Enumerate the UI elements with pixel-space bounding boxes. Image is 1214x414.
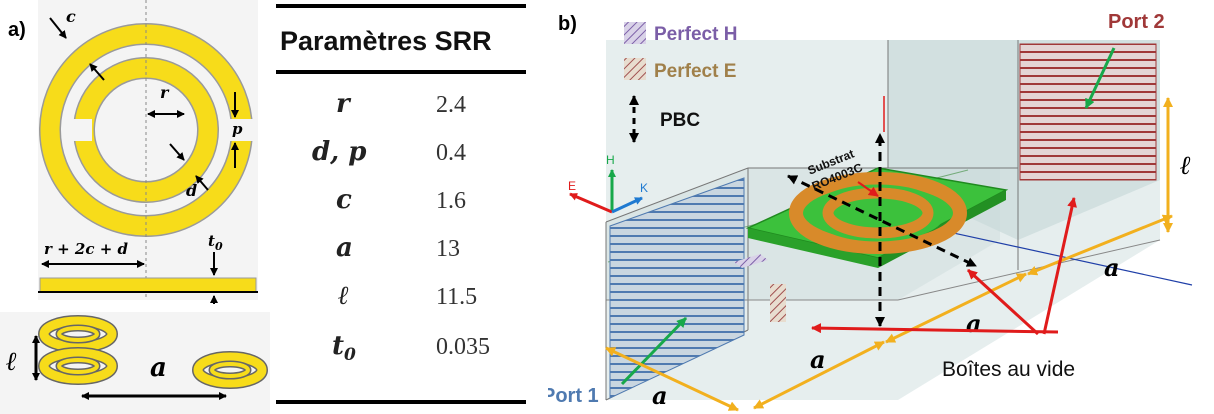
label-r: r xyxy=(160,83,170,102)
panel-b-letter: b) xyxy=(558,13,577,35)
dim-a-label-4: a xyxy=(1104,253,1120,282)
table-row: ℓ 11.5 xyxy=(338,281,477,311)
perfect-e-legend-swatch xyxy=(624,58,646,80)
table-row: d, p 0.4 xyxy=(312,137,466,167)
table-row: t0 0.035 xyxy=(332,331,490,365)
panel-a-letter: a) xyxy=(8,19,26,41)
row-symbol: d, p xyxy=(312,137,366,167)
table-row: a 13 xyxy=(336,233,460,263)
label-a: a xyxy=(150,353,167,383)
c-arrow xyxy=(49,17,67,39)
dim-a-arrow-4 xyxy=(1027,214,1173,276)
k-axis-label: K xyxy=(640,181,648,195)
stacked-rings-sketch xyxy=(38,315,268,389)
srr-geometry-panel: a) c r p d r + 2c + d t0 xyxy=(0,0,270,414)
simulation-setup-panel: b) Perfect H Perfect E PBC xyxy=(548,11,1193,412)
row-value: 2.4 xyxy=(436,92,466,118)
vacuum-pointer-3 xyxy=(1042,197,1077,335)
row-symbol: t0 xyxy=(332,331,356,365)
label-width-expr: r + 2c + d xyxy=(44,240,128,258)
row-value: 0.035 xyxy=(436,334,490,360)
h-axis-label: H xyxy=(606,153,615,167)
row-symbol: r xyxy=(336,89,352,119)
k-axis-arrow xyxy=(611,196,643,214)
label-ell: ℓ xyxy=(6,347,17,377)
row-value: 1.6 xyxy=(436,188,466,214)
label-d: d xyxy=(186,181,197,200)
substrate-pointer xyxy=(857,181,879,197)
perfect-h-legend-swatch xyxy=(624,22,646,44)
perfect-h-patch xyxy=(734,254,768,268)
dim-a-arrow-2 xyxy=(753,340,885,410)
port-2-pointer xyxy=(1084,47,1116,109)
d-arrow-outer xyxy=(195,175,209,191)
port-2-face xyxy=(1019,43,1157,181)
e-axis-label: E xyxy=(568,179,576,193)
port-1-label: Port 1 xyxy=(548,385,599,407)
cross-section-strip xyxy=(39,277,257,293)
outer-ring xyxy=(39,23,258,237)
vacuum-boxes-label: Boîtes au vide xyxy=(942,358,1075,381)
row-symbol: c xyxy=(336,185,352,215)
row-value: 11.5 xyxy=(436,284,477,310)
perfect-e-patch xyxy=(770,284,786,322)
srr-parameters-table: Paramètres SRR r 2.4 d, p 0.4 c 1.6 a 13… xyxy=(276,4,526,404)
vacuum-pointer-1 xyxy=(811,323,1059,334)
dim-a-arrow-1 xyxy=(605,346,739,412)
table-row: r 2.4 xyxy=(336,89,466,119)
table-header: Paramètres SRR xyxy=(280,26,492,56)
perfect-e-label: Perfect E xyxy=(654,61,736,82)
port-2-label: Port 2 xyxy=(1108,11,1165,33)
perfect-h-label: Perfect H xyxy=(654,24,737,45)
pbc-label: PBC xyxy=(660,110,700,131)
port-1-face xyxy=(609,177,745,399)
dim-a-label-1: a xyxy=(652,381,668,410)
e-axis-arrow xyxy=(569,192,613,214)
pbc-horizontal-arrow xyxy=(787,174,977,268)
dim-a-label-2: a xyxy=(810,345,826,374)
label-p: p xyxy=(232,120,243,138)
row-value: 13 xyxy=(436,236,460,262)
dim-ell-label: ℓ xyxy=(1180,151,1191,181)
row-symbol: ℓ xyxy=(338,281,349,311)
row-symbol: a xyxy=(336,233,353,263)
label-c: c xyxy=(66,7,76,26)
table-row: c 1.6 xyxy=(336,185,466,215)
dim-a-label-3: a xyxy=(966,309,982,338)
c-arrow-inner xyxy=(89,63,105,81)
label-t0: t0 xyxy=(208,232,223,253)
row-value: 0.4 xyxy=(436,140,466,166)
d-arrow-inner xyxy=(169,143,185,161)
vacuum-pointer-2 xyxy=(966,268,1040,336)
